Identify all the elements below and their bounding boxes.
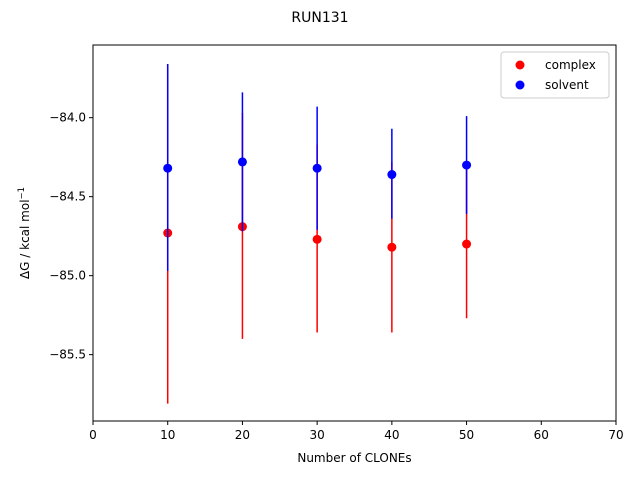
solvent-point <box>312 163 322 173</box>
y-tick-label: −84.5 <box>49 190 86 204</box>
solvent-point <box>462 160 472 170</box>
x-axis: 0 10 20 30 40 50 60 70 <box>89 421 624 442</box>
x-tick-label: 0 <box>89 428 97 442</box>
x-tick-label: 70 <box>608 428 623 442</box>
series-solvent <box>163 63 472 271</box>
legend: complex solvent <box>500 51 610 99</box>
x-axis-label: Number of CLONEs <box>297 451 411 465</box>
x-tick-label: 30 <box>310 428 325 442</box>
x-tick-label: 20 <box>235 428 250 442</box>
y-tick-label: −85.0 <box>49 269 86 283</box>
plot-frame <box>92 44 617 422</box>
y-axis-label-exponent: −1 <box>17 187 27 200</box>
x-tick-label: 10 <box>160 428 175 442</box>
solvent-point <box>237 157 247 167</box>
legend-label-solvent: solvent <box>545 78 589 92</box>
x-tick-label: 50 <box>459 428 474 442</box>
y-tick-label: −85.5 <box>49 348 86 362</box>
y-axis: −84.0 −84.5 −85.0 −85.5 <box>49 111 93 362</box>
y-tick-label: −84.0 <box>49 111 86 125</box>
legend-marker-solvent <box>515 80 525 90</box>
y-axis-label-main: ΔG / kcal mol <box>18 199 32 279</box>
legend-label-complex: complex <box>545 58 596 72</box>
solvent-point <box>387 170 397 180</box>
y-axis-label: ΔG / kcal mol−1 <box>17 187 32 279</box>
complex-point <box>387 242 397 252</box>
series-layer <box>163 63 472 404</box>
x-tick-label: 60 <box>534 428 549 442</box>
legend-marker-complex <box>515 60 525 70</box>
complex-point <box>312 234 322 244</box>
solvent-point <box>163 163 173 173</box>
legend-box <box>500 51 610 99</box>
x-tick-label: 40 <box>384 428 399 442</box>
chart-title: RUN131 <box>291 10 348 26</box>
complex-point <box>462 239 472 249</box>
